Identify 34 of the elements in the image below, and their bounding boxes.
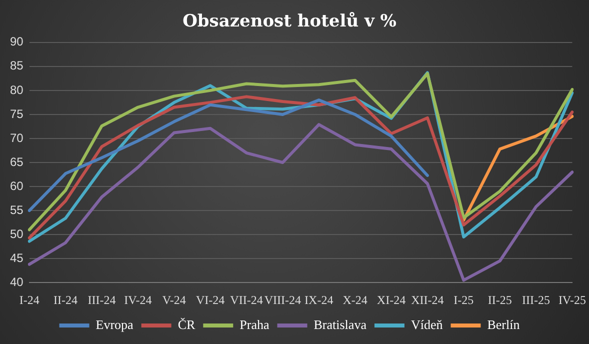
y-tick-label: 85 [10,58,24,73]
x-tick-label: X-24 [342,292,368,307]
x-tick-label: XI-24 [376,292,406,307]
y-tick-label: 75 [10,106,24,121]
x-tick-label: IV-24 [124,292,152,307]
x-tick-label: III-24 [88,292,116,307]
y-tick-label: 40 [10,274,24,289]
x-tick-label: V-24 [162,292,186,307]
legend-label: Bratislava [314,316,367,332]
x-tick-label: I-25 [454,292,474,307]
y-tick-label: 65 [10,154,24,169]
x-tick-label: XII-24 [411,292,444,307]
x-tick-label: VIII-24 [264,292,302,307]
x-tick-label: VII-24 [230,292,263,307]
y-tick-label: 50 [10,226,24,241]
y-tick-label: 70 [10,130,24,145]
y-tick-label: 45 [10,250,24,265]
y-tick-label: 80 [10,82,24,97]
legend-label: Vídeň [410,316,444,332]
y-tick-label: 60 [10,178,24,193]
legend-label: Praha [240,316,270,332]
y-tick-label: 90 [10,34,24,49]
x-tick-label: II-24 [54,292,78,307]
x-tick-label: IV-25 [558,292,586,307]
chart-title: Obsazenost hotelů v % [182,12,396,32]
legend-label: Berlín [487,316,520,332]
x-tick-label: II-25 [488,292,512,307]
x-tick-label: III-25 [522,292,550,307]
x-tick-label: VI-24 [196,292,225,307]
y-tick-label: 55 [10,202,24,217]
x-tick-label: IX-24 [304,292,334,307]
legend-label: ČR [178,316,196,332]
legend-label: Evropa [96,316,134,332]
x-tick-label: I-24 [19,292,40,307]
